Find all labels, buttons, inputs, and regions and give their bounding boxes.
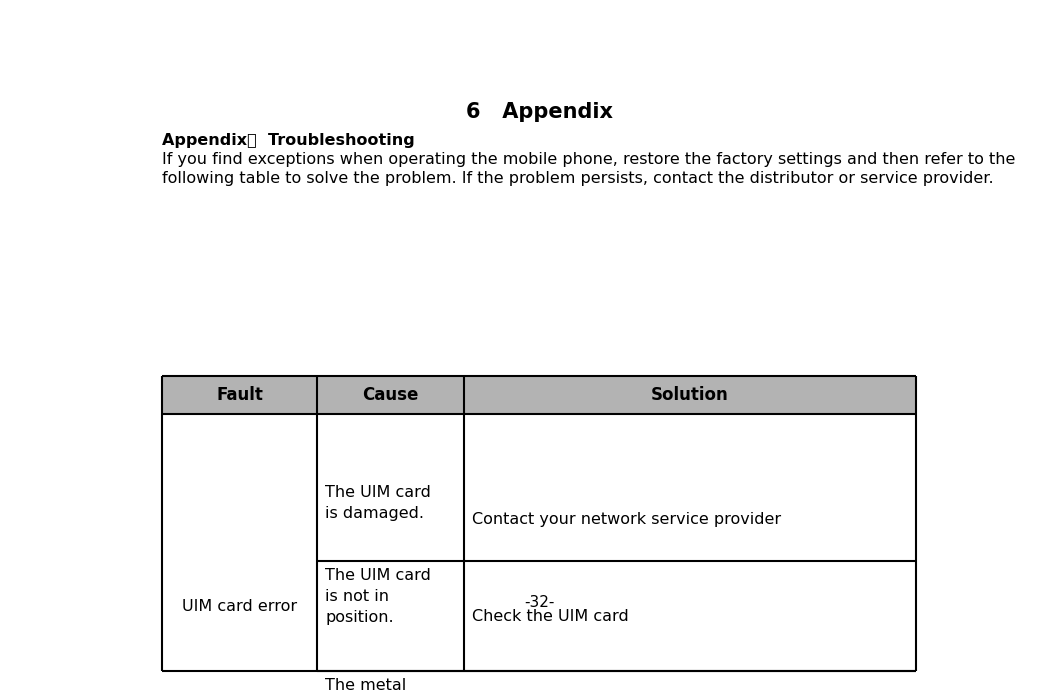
- Text: -32-: -32-: [524, 595, 554, 610]
- Text: The metal
face of the
UIM card is
polluted.: The metal face of the UIM card is pollut…: [325, 677, 414, 697]
- Bar: [162, 376, 916, 414]
- Text: If you find exceptions when operating the mobile phone, restore the factory sett: If you find exceptions when operating th…: [162, 153, 1016, 167]
- Text: Solution: Solution: [651, 386, 729, 404]
- Text: 6   Appendix: 6 Appendix: [466, 102, 612, 123]
- Text: The UIM card
is damaged.: The UIM card is damaged.: [325, 484, 431, 521]
- Text: Contact your network service provider: Contact your network service provider: [472, 512, 781, 527]
- Text: UIM card error: UIM card error: [182, 599, 298, 615]
- Text: following table to solve the problem. If the problem persists, contact the distr: following table to solve the problem. If…: [162, 171, 994, 185]
- Text: Fault: Fault: [217, 386, 263, 404]
- Text: Cause: Cause: [362, 386, 419, 404]
- Text: Check the UIM card: Check the UIM card: [472, 608, 629, 624]
- Text: The UIM card
is not in
position.: The UIM card is not in position.: [325, 568, 431, 625]
- Text: Appendix：  Troubleshooting: Appendix： Troubleshooting: [162, 133, 416, 148]
